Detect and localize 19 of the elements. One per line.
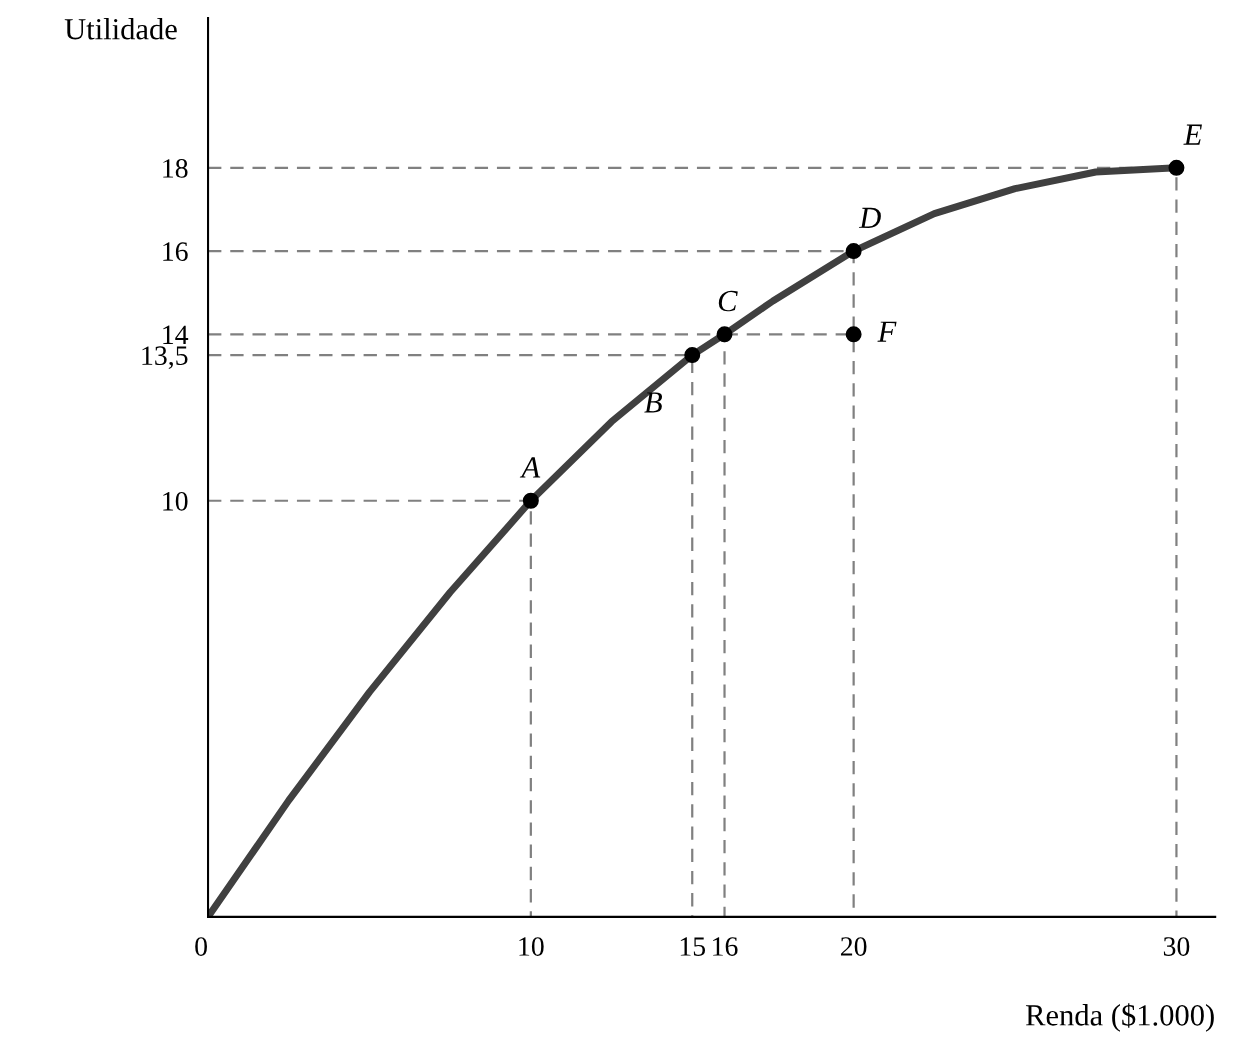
y-tick-label: 13,5 (142, 346, 188, 370)
y-tick-label: 16 (163, 242, 188, 261)
x-tick-label: 0 (195, 937, 207, 956)
annotation: C (718, 290, 738, 312)
y-tick-label: 10 (163, 491, 188, 511)
x-tick-label: 10 (519, 937, 544, 956)
annotation: A (519, 457, 541, 478)
x-tick-label: 30 (1163, 937, 1190, 956)
annotation: D (858, 207, 881, 228)
y-axis-title: Utilidade (64, 18, 177, 40)
x-tick-label: 20 (840, 937, 867, 956)
annotation: B (644, 392, 663, 413)
x-tick-label: 15 (680, 937, 706, 956)
annotation: E (1183, 124, 1202, 145)
y-tick-label: 18 (163, 159, 188, 178)
annotation: F (877, 321, 897, 342)
x-axis-title: Renda ($1.000) (1025, 1003, 1214, 1032)
y-tick-label: 14 (163, 325, 189, 344)
x-tick-label: 16 (713, 937, 738, 956)
